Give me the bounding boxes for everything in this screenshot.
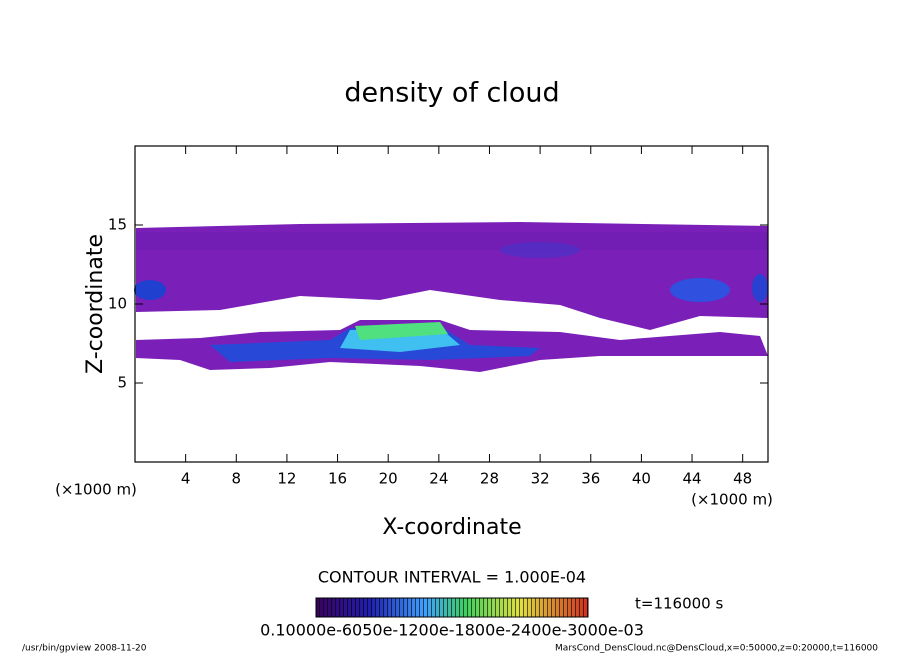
x-tick-label: 32 (531, 470, 550, 488)
y-tick-label: 10 (108, 295, 127, 313)
x-tick-label: 44 (682, 470, 701, 488)
contour-interval: CONTOUR INTERVAL = 1.000E-04 (318, 568, 586, 587)
time-label: t=116000 s (635, 595, 723, 613)
y-tick-label: 15 (108, 216, 127, 234)
colorbar-labels: 0.10000e-6050e-1200e-1800e-2400e-3000e-0… (260, 621, 644, 640)
footer-left: /usr/bin/gpview 2008-11-20 (22, 644, 147, 654)
chart-title: density of cloud (344, 78, 559, 109)
y-axis-title: Z-coordinate (83, 234, 108, 374)
x-axis-title: X-coordinate (382, 515, 521, 540)
cloud-field (134, 222, 768, 372)
x-tick-label: 40 (632, 470, 651, 488)
x-tick-label: 4 (181, 470, 191, 488)
x-tick-label: 20 (379, 470, 398, 488)
x-tick-label: 48 (733, 470, 752, 488)
x-tick-label: 16 (328, 470, 347, 488)
x-tick-label: 24 (429, 470, 448, 488)
colorbar-divisions (316, 598, 588, 617)
x-tick-label: 12 (277, 470, 296, 488)
y-unit: (×1000 m) (55, 481, 137, 499)
x-unit: (×1000 m) (691, 491, 773, 509)
y-tick-label: 5 (117, 374, 127, 392)
x-tick-label: 36 (581, 470, 600, 488)
x-tick-label: 28 (480, 470, 499, 488)
x-tick-label: 8 (232, 470, 242, 488)
footer-right: MarsCond_DensCloud.nc@DensCloud,x=0:5000… (555, 644, 878, 654)
